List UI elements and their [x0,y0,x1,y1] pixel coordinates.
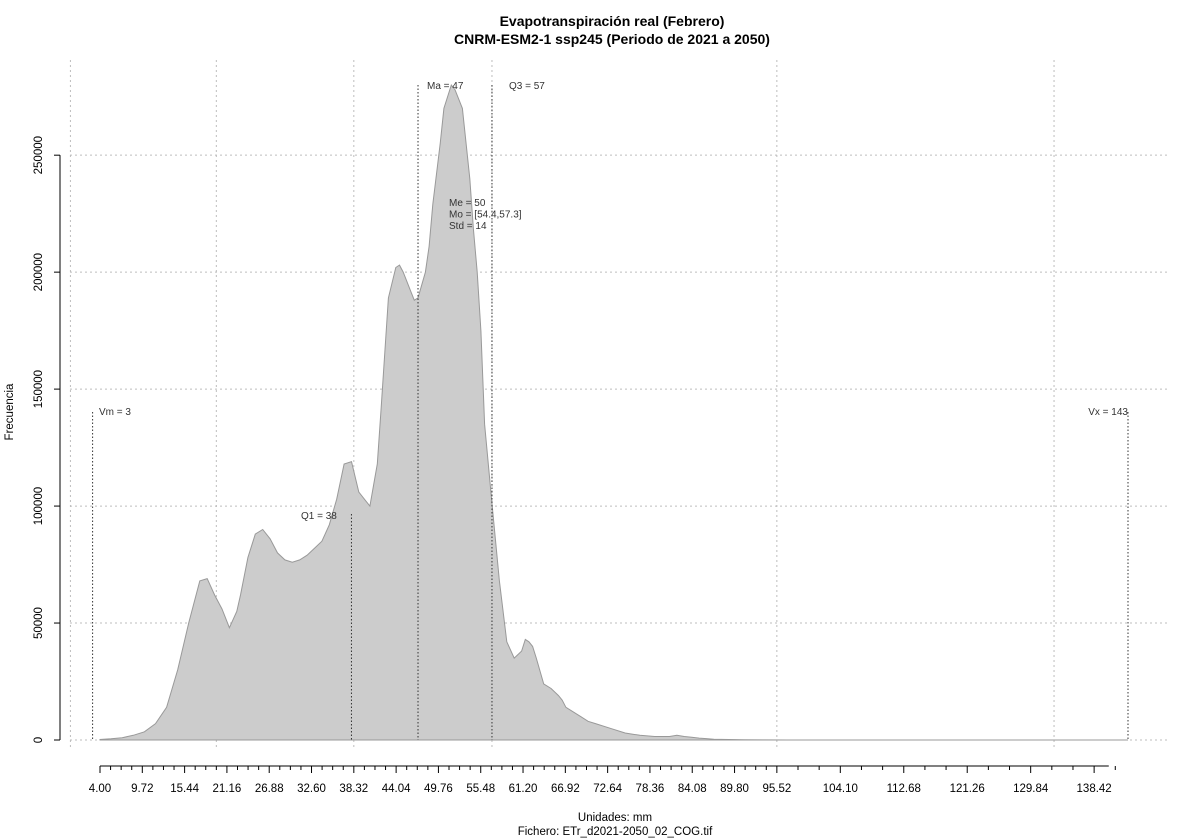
x-tick-label: 49.76 [424,783,453,795]
vx-label: Vx = 143 [1088,407,1128,418]
x-tick-label: 138.42 [1077,783,1112,795]
stats-text: Mo = [54.4,57.3] [449,210,522,221]
density-area [99,83,1128,741]
y-tick-label: 50000 [33,607,45,639]
x-tick-label: 9.72 [131,783,153,795]
x-tick-label: 72.64 [593,783,622,795]
q3-label: Q3 = 57 [509,81,545,92]
x-tick-label: 104.10 [823,783,858,795]
x-tick-label: 21.16 [213,783,242,795]
y-tick-label: 200000 [33,253,45,291]
x-tick-label: 129.84 [1013,783,1049,795]
y-tick-label: 100000 [33,487,45,525]
y-tick-label: 250000 [33,136,45,174]
stats-text: Std = 14 [449,221,487,232]
area-layer [99,83,1128,741]
axis-layer: 0 50000 100000 150000 200000 250000 4.00 9.72 15… [33,136,1116,795]
x-tick-label: 55.48 [466,783,495,795]
x-tick-label: 4.00 [89,783,111,795]
file-footer: Fichero: ETr_d2021-2050_02_COG.tif [518,826,713,838]
x-tick-label: 78.36 [636,783,665,795]
y-tick-label: 0 [33,737,45,743]
chart-subtitle: CNRM-ESM2-1 ssp245 (Periodo de 2021 a 20… [454,31,770,47]
x-tick-label: 44.04 [382,783,411,795]
vm-label: Vm = 3 [99,407,131,418]
x-tick-label: 112.68 [887,783,921,795]
annotation-layer: Vm = 3 Q1 = 38 Ma = 47 Q3 = 57 Vx = 143 Me = … [92,81,1129,740]
x-tick-label: 15.44 [170,783,199,795]
y-axis-label: Frecuencia [4,383,16,440]
grid-layer [69,60,1170,750]
x-axis-label: Unidades: mm [578,812,652,824]
x-tick-label: 61.20 [509,783,538,795]
stats-text: Me = 50 [449,198,486,209]
q1-label: Q1 = 38 [301,511,337,522]
x-tick-label: 66.92 [551,783,580,795]
x-tick-label: 84.08 [678,783,707,795]
x-tick-label: 121.26 [950,783,985,795]
x-tick-label: 38.32 [339,783,368,795]
ma-label: Ma = 47 [427,81,464,92]
x-tick-label: 89.80 [720,783,749,795]
y-tick-label: 150000 [33,370,45,408]
x-tick-label: 26.88 [255,783,284,795]
x-tick-label: 95.52 [762,783,791,795]
chart-title: Evapotranspiración real (Febrero) [500,13,725,29]
x-tick-label: 32.60 [297,783,326,795]
